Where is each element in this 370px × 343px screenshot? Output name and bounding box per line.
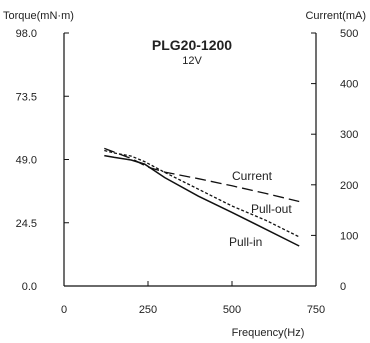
y2-tick-label: 500 [340, 28, 358, 40]
y2-tick-label: 0 [340, 281, 346, 293]
y2-tick-label: 200 [340, 180, 358, 192]
chart-subtitle: 12V [182, 55, 202, 67]
y2-tick-label: 300 [340, 129, 358, 141]
y-tick-label: 98.0 [16, 28, 37, 40]
y-tick-label: 0.0 [22, 281, 37, 293]
y2-tick-label: 100 [340, 230, 358, 242]
y2-tick-label: 400 [340, 79, 358, 91]
y-axis-title: Torque(mN·m) [3, 10, 74, 22]
y-tick-label: 73.5 [16, 91, 37, 103]
labels: Torque(mN·m) Current(mA) PLG20-1200 12V … [3, 10, 366, 339]
series-label-current: Current [232, 169, 273, 183]
x-tick-label: 250 [139, 304, 157, 316]
series-label-pull-in: Pull-in [229, 235, 262, 249]
y-tick-label: 24.5 [16, 218, 37, 230]
x-tick-label: 750 [307, 304, 325, 316]
series-label-pull-out: Pull-out [251, 202, 292, 216]
y-tick-label: 49.0 [16, 155, 37, 167]
y2-axis-title: Current(mA) [305, 10, 366, 22]
x-axis-title: Frequency(Hz) [232, 327, 305, 339]
series-line-current [104, 147, 300, 203]
series-line-pull-in [104, 154, 300, 247]
x-tick-label: 0 [61, 304, 67, 316]
series-line-pull-out [104, 149, 300, 238]
x-tick-label: 500 [223, 304, 241, 316]
ticks: 0.0 24.5 49.0 73.5 98.0 0 100 200 300 400 500 0 250 5… [16, 28, 359, 316]
chart-title: PLG20-1200 [152, 37, 232, 53]
series-lines [104, 147, 300, 247]
axes [63, 33, 317, 287]
